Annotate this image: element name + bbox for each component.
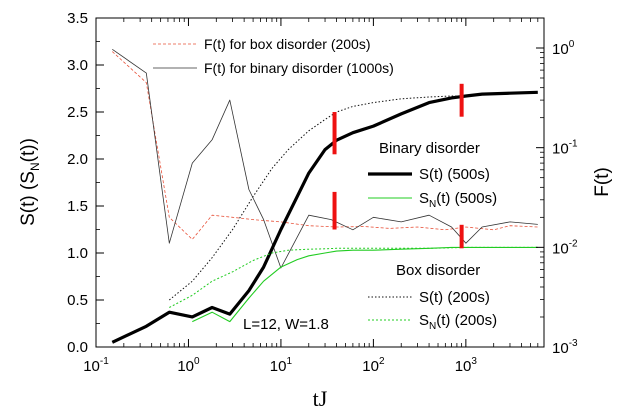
x-tick-label-1: 100 xyxy=(177,356,200,375)
legend-label-f-binary: F(t) for binary disorder (1000s) xyxy=(204,60,394,76)
series-line-sn_box xyxy=(169,246,538,308)
legend-label-s-binary: S(t) (500s) xyxy=(419,166,490,183)
y-left-tick-label-6: 3.0 xyxy=(67,57,88,74)
legend-box: Box disorder S(t) (200s) SN(t) (200s) xyxy=(368,262,497,332)
y-left-tick-label-4: 2.0 xyxy=(67,151,88,168)
x-tick-label-2: 101 xyxy=(270,356,293,375)
x-tick-label-3: 102 xyxy=(362,356,385,375)
series-line-sn_binary xyxy=(192,246,538,323)
plot-lines xyxy=(111,48,538,344)
legend-label-s-box: S(t) (200s) xyxy=(419,289,490,306)
parameter-annotation: L=12, W=1.8 xyxy=(243,316,329,333)
series-line-f_binary xyxy=(112,48,538,269)
series-line-f_box xyxy=(112,51,538,240)
legend-box-title: Box disorder xyxy=(396,262,480,279)
legend-label-sn-binary: SN(t) (500s) xyxy=(419,190,497,210)
y-left-tick-label-7: 3.5 xyxy=(67,10,88,27)
series-line-s_binary xyxy=(111,90,538,344)
y-right-tick-label-1: 10-2 xyxy=(552,238,578,257)
y-left-tick-label-1: 0.5 xyxy=(67,292,88,309)
y-right-axis-ticks: 10-3 10-2 10-1 100 xyxy=(536,17,578,357)
legend-label-f-box: F(t) for box disorder (200s) xyxy=(204,36,371,52)
y-left-tick-label-2: 1.0 xyxy=(67,245,88,262)
legend-label-sn-box: SN(t) (200s) xyxy=(419,312,497,332)
x-tick-label-4: 103 xyxy=(455,356,478,375)
legend-binary-title: Binary disorder xyxy=(379,140,480,157)
y-right-tick-label-3: 100 xyxy=(552,39,575,58)
series-line-s_box xyxy=(168,95,466,301)
legend-top: F(t) for box disorder (200s) F(t) for bi… xyxy=(153,36,394,76)
x-axis-ticks: 10-1 100 101 102 103 xyxy=(83,18,545,375)
y-left-axis-ticks: 0.0 0.5 1.0 1.5 2.0 2.5 3.0 3.5 xyxy=(67,10,104,356)
x-tick-label-0: 10-1 xyxy=(83,356,109,375)
red-markers xyxy=(332,83,464,249)
y-left-tick-label-5: 2.5 xyxy=(67,104,88,121)
y-left-tick-label-3: 1.5 xyxy=(67,198,88,215)
y-right-tick-label-0: 10-3 xyxy=(552,338,578,357)
legend-binary: Binary disorder S(t) (500s) SN(t) (500s) xyxy=(368,140,497,210)
y-right-axis-label: F(t) xyxy=(592,167,613,197)
y-right-tick-label-2: 10-1 xyxy=(552,139,578,158)
y-left-tick-label-0: 0.0 xyxy=(67,339,88,356)
y-left-axis-label: S(t) (SN(t)) xyxy=(18,138,42,226)
x-axis-label: tJ xyxy=(313,386,328,411)
